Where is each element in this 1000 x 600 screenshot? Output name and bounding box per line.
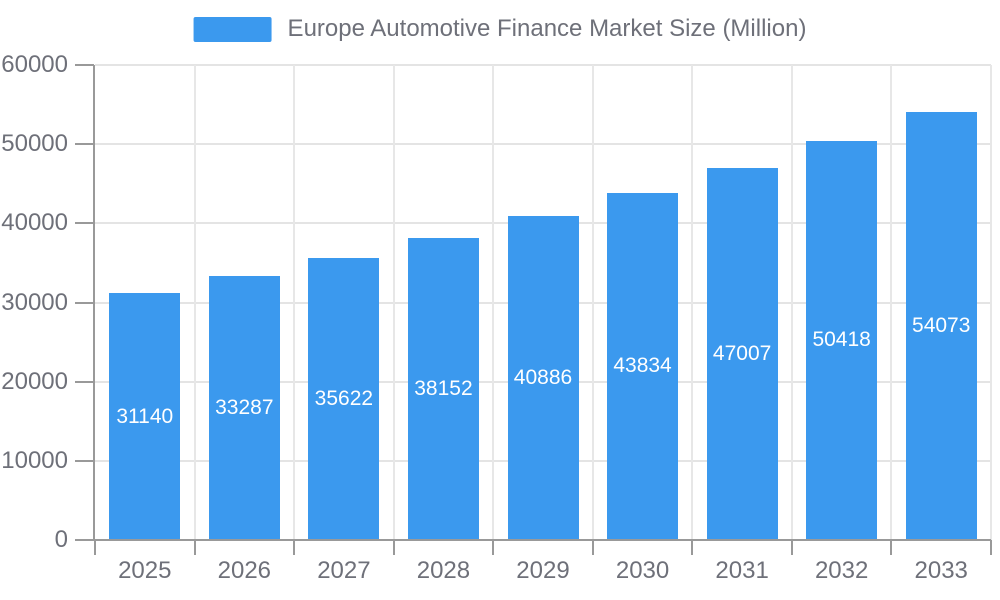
- x-axis-tick: [790, 540, 793, 555]
- y-tick-label: 60000: [1, 51, 68, 78]
- y-axis-tick: [75, 222, 94, 225]
- y-tick-label: 50000: [1, 130, 68, 158]
- x-axis-tick: [691, 540, 694, 555]
- x-tick-label: 2029: [516, 557, 570, 584]
- y-tick-label: 40000: [1, 209, 68, 237]
- x-axis-tick: [94, 540, 96, 555]
- bar[interactable]: 43834: [607, 192, 679, 540]
- y-axis-tick: [75, 380, 94, 383]
- gridline-vertical: [591, 65, 594, 540]
- gridline-vertical: [990, 65, 992, 540]
- plot-area: 31140 33287 35622 38152 40886 43834 47007 50418…: [95, 64, 992, 540]
- gridline-horizontal: [95, 64, 991, 66]
- x-tick-label: 2026: [217, 557, 272, 584]
- x-axis-tick: [890, 540, 893, 555]
- bar[interactable]: 35622: [308, 258, 380, 540]
- y-tick-label: 0: [54, 526, 68, 553]
- bar-value-label: 50418: [812, 328, 871, 352]
- bar[interactable]: 38152: [407, 237, 479, 540]
- x-tick-label: 2032: [814, 557, 869, 584]
- x-axis-tick: [392, 540, 395, 555]
- x-axis-tick: [193, 540, 196, 555]
- gridline-vertical: [492, 65, 495, 540]
- x-tick-label: 2028: [416, 557, 471, 584]
- x-axis-tick: [990, 540, 992, 555]
- legend-swatch-icon: [193, 16, 272, 42]
- gridline-vertical: [193, 65, 196, 540]
- gridline-vertical: [392, 65, 395, 540]
- bar-value-label: 40886: [513, 366, 573, 390]
- bar-value-label: 33287: [215, 396, 274, 420]
- bar-value-label: 35622: [314, 387, 374, 410]
- legend-item[interactable]: Europe Automotive Finance Market Size (M…: [193, 15, 807, 43]
- bar[interactable]: 40886: [507, 216, 579, 540]
- y-axis-tick: [75, 143, 94, 146]
- bar[interactable]: 50418: [806, 140, 878, 540]
- y-axis-tick: [75, 301, 94, 304]
- bar[interactable]: 31140: [109, 293, 181, 540]
- x-tick-label: 2027: [317, 557, 371, 584]
- x-axis-line: [75, 539, 991, 541]
- x-axis-tick: [492, 540, 495, 555]
- gridline-vertical: [691, 65, 694, 540]
- y-tick-label: 10000: [1, 446, 68, 474]
- y-axis-tick: [75, 459, 94, 462]
- bar-value-label: 54073: [912, 313, 971, 337]
- y-tick-label: 30000: [1, 288, 68, 316]
- bar-value-label: 43834: [613, 354, 672, 378]
- gridline-horizontal: [95, 143, 991, 146]
- gridline-vertical: [890, 65, 893, 540]
- y-tick-label: 20000: [1, 367, 68, 395]
- bar[interactable]: 47007: [706, 167, 778, 540]
- x-tick-label: 2030: [615, 557, 670, 584]
- x-axis-tick: [293, 540, 296, 555]
- y-axis-tick: [75, 539, 94, 541]
- gridline-vertical: [790, 65, 793, 540]
- x-tick-label: 2025: [118, 557, 172, 584]
- x-tick-label: 2031: [715, 557, 769, 584]
- bar-value-label: 47007: [712, 341, 772, 365]
- legend-label: Europe Automotive Finance Market Size (M…: [287, 15, 807, 42]
- x-tick-label: 2033: [914, 557, 968, 584]
- gridline-vertical: [293, 65, 296, 540]
- x-axis-tick: [591, 540, 594, 555]
- y-axis-line: [93, 65, 95, 540]
- bar[interactable]: 33287: [208, 276, 280, 540]
- bar-value-label: 31140: [116, 404, 174, 428]
- bar[interactable]: 54073: [905, 111, 977, 540]
- bar-value-label: 38152: [414, 376, 473, 400]
- y-axis-tick: [75, 64, 94, 66]
- legend: Europe Automotive Finance Market Size (M…: [193, 15, 807, 43]
